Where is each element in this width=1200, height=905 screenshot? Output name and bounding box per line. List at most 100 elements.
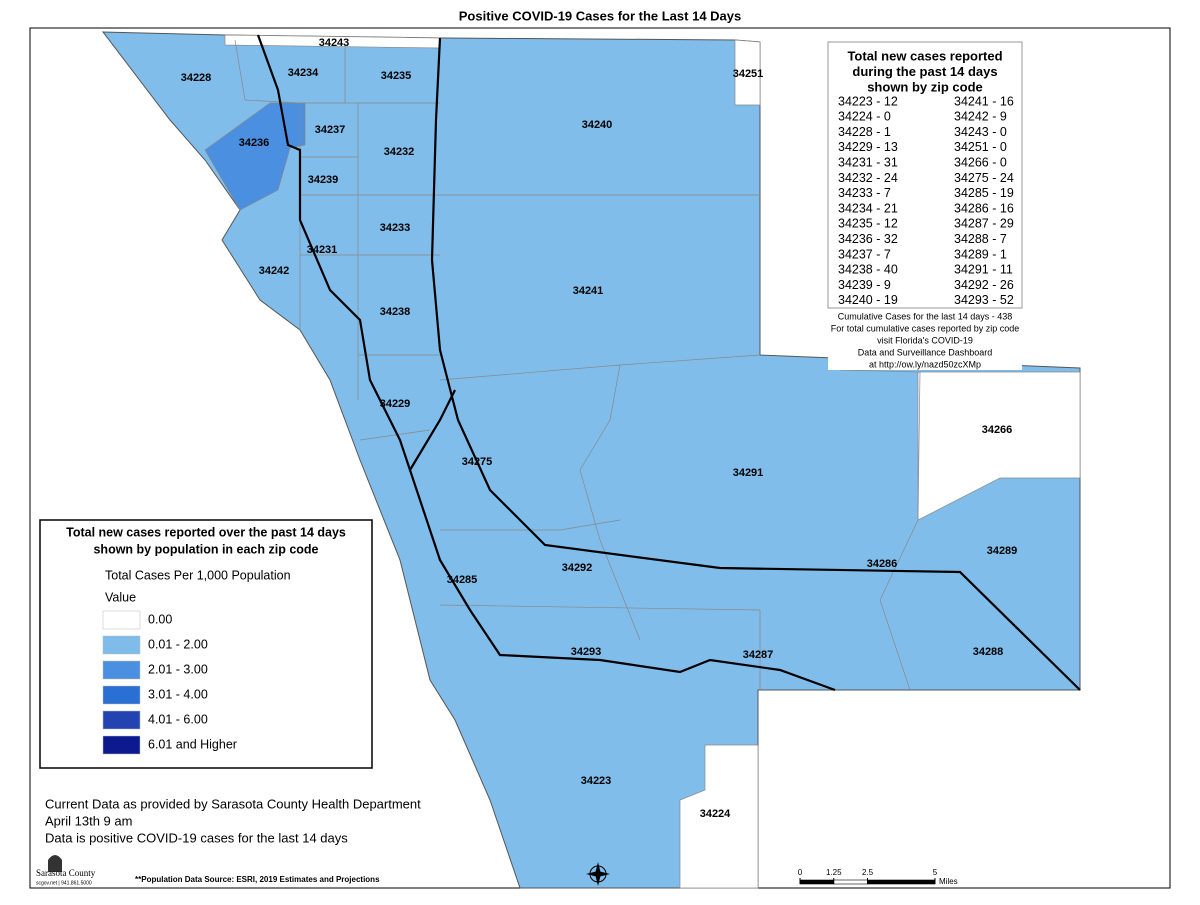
case-entry: 34292 - 26 bbox=[954, 278, 1014, 292]
scale-segment bbox=[833, 879, 868, 885]
zip-zone bbox=[204, 102, 306, 211]
case-entry: 34243 - 0 bbox=[954, 125, 1007, 139]
legend-title: shown by population in each zip code bbox=[93, 542, 318, 556]
roads bbox=[256, 34, 1081, 692]
zip-label: 34275 bbox=[462, 456, 493, 468]
case-entry: 34240 - 19 bbox=[838, 293, 898, 307]
zip-label: 34243 bbox=[319, 37, 350, 49]
zip-zone bbox=[734, 39, 761, 106]
legend-box bbox=[39, 519, 373, 769]
scale-tick-label: 5 bbox=[933, 868, 938, 877]
zip-label: 34234 bbox=[288, 67, 319, 79]
logo-icon bbox=[48, 855, 62, 872]
scale-tick-label: 0 bbox=[798, 868, 803, 877]
zip-label: 34287 bbox=[743, 649, 774, 661]
data-note: April 13th 9 am bbox=[45, 813, 132, 828]
legend-field: Value bbox=[105, 590, 136, 604]
zip-label: 34239 bbox=[308, 174, 339, 186]
legend-swatch bbox=[102, 735, 141, 755]
legend-label: 2.01 - 3.00 bbox=[148, 662, 208, 676]
zip-label: 34233 bbox=[380, 222, 411, 234]
case-entry: 34286 - 16 bbox=[954, 201, 1014, 215]
north-arrow bbox=[586, 862, 610, 886]
case-notes-box bbox=[828, 310, 1022, 370]
zip-zones bbox=[204, 34, 1081, 889]
zip-label: 34238 bbox=[380, 306, 411, 318]
zip-label: 34236 bbox=[239, 137, 270, 149]
zip-label: 34293 bbox=[571, 646, 602, 658]
data-note: Data is positive COVID-19 cases for the … bbox=[45, 830, 348, 845]
scale-segment bbox=[867, 879, 936, 885]
map-title: Positive COVID-19 Cases for the Last 14 … bbox=[459, 8, 742, 23]
case-entry: 34288 - 7 bbox=[954, 232, 1007, 246]
case-list-box bbox=[827, 41, 1023, 309]
case-entry: 34275 - 24 bbox=[954, 171, 1014, 185]
legend-swatch bbox=[102, 710, 141, 730]
legend-swatch bbox=[102, 660, 141, 680]
case-note: Data and Surveillance Dashboard bbox=[858, 347, 993, 357]
case-list-title: Total new cases reported bbox=[847, 48, 1002, 63]
zip-label: 34235 bbox=[381, 70, 412, 82]
legend-swatch bbox=[102, 610, 141, 630]
case-entry: 34242 - 9 bbox=[954, 110, 1007, 124]
case-entry: 34291 - 11 bbox=[954, 263, 1013, 277]
zip-label: 34288 bbox=[973, 646, 1004, 658]
legend-label: 6.01 and Higher bbox=[148, 737, 237, 751]
legend-label: 4.01 - 6.00 bbox=[148, 712, 208, 726]
case-entry: 34231 - 31 bbox=[838, 155, 898, 169]
case-note: For total cumulative cases reported by z… bbox=[831, 323, 1020, 333]
scale-segment bbox=[799, 879, 835, 885]
zip-label: 34285 bbox=[447, 574, 478, 586]
case-note: visit Florida's COVID-19 bbox=[877, 335, 973, 345]
case-list-title: during the past 14 days bbox=[852, 64, 997, 79]
logo-contact: scgov.net | 941.861.5000 bbox=[36, 880, 92, 886]
zip-labels: 34228 34234 34243 34235 34251 34240 34237 34236… bbox=[181, 37, 1018, 820]
scale-tick-label: 1.25 bbox=[826, 868, 842, 877]
zip-label: 34228 bbox=[181, 72, 212, 84]
zip-boundaries bbox=[234, 39, 921, 691]
logo-name: Sarasota County bbox=[36, 868, 96, 878]
case-entry: 34287 - 29 bbox=[954, 217, 1014, 231]
scale-unit: Miles bbox=[939, 877, 958, 886]
zip-label: 34242 bbox=[259, 265, 290, 277]
zip-zone bbox=[679, 744, 759, 889]
zip-label: 34240 bbox=[582, 119, 613, 131]
zip-label: 34224 bbox=[700, 808, 731, 820]
case-entry: 34236 - 32 bbox=[838, 232, 898, 246]
case-entry: 34234 - 21 bbox=[838, 201, 898, 215]
legend: Total new cases reported over the past 1… bbox=[66, 525, 346, 755]
case-entry: 34293 - 52 bbox=[954, 293, 1014, 307]
case-entry: 34285 - 19 bbox=[954, 186, 1014, 200]
case-list-title: shown by zip code bbox=[867, 79, 983, 94]
zip-label: 34241 bbox=[573, 285, 604, 297]
legend-label: 3.01 - 4.00 bbox=[148, 687, 208, 701]
population-source: **Population Data Source: ESRI, 2019 Est… bbox=[135, 875, 380, 884]
zip-label: 34266 bbox=[982, 424, 1013, 436]
zip-label: 34223 bbox=[581, 775, 612, 787]
legend-swatch bbox=[102, 635, 141, 655]
case-note: at http://ow.ly/nazd50zcXMp bbox=[869, 359, 981, 369]
zip-label: 34229 bbox=[380, 398, 411, 410]
case-entry: 34229 - 13 bbox=[838, 140, 898, 154]
zip-label: 34291 bbox=[733, 467, 764, 479]
case-entry: 34266 - 0 bbox=[954, 155, 1007, 169]
data-note: Current Data as provided by Sarasota Cou… bbox=[45, 796, 421, 811]
zip-label: 34237 bbox=[315, 124, 346, 136]
case-entry: 34289 - 1 bbox=[954, 247, 1007, 261]
case-entry: 34238 - 40 bbox=[838, 263, 898, 277]
legend-label: 0.01 - 2.00 bbox=[148, 637, 208, 651]
zip-label: 34251 bbox=[733, 68, 764, 80]
zip-label: 34231 bbox=[307, 244, 338, 256]
legend-swatch bbox=[102, 685, 141, 705]
case-entry: 34232 - 24 bbox=[838, 171, 898, 185]
legend-subtitle: Total Cases Per 1,000 Population bbox=[105, 568, 291, 582]
case-entry: 34251 - 0 bbox=[954, 140, 1007, 154]
case-entry: 34237 - 7 bbox=[838, 247, 891, 261]
zip-label: 34286 bbox=[867, 558, 898, 570]
legend-title: Total new cases reported over the past 1… bbox=[66, 525, 346, 539]
case-entry: 34239 - 9 bbox=[838, 278, 891, 292]
scale-tick-label: 2.5 bbox=[862, 868, 874, 877]
